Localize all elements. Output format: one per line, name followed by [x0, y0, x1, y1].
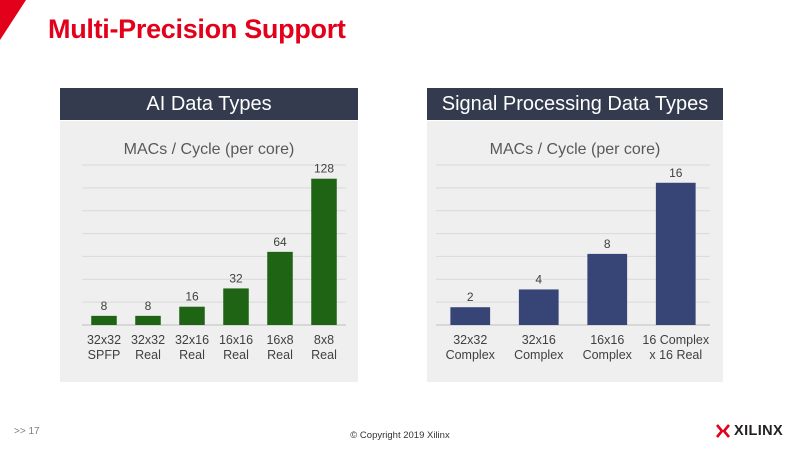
sp-panel-heading: Signal Processing Data Types: [427, 88, 723, 120]
bar: [179, 306, 205, 325]
x-tick-label-line: 32x16: [174, 333, 210, 347]
xilinx-logo: XILINX: [716, 423, 783, 439]
x-tick-label: 32x32 Complex: [436, 333, 505, 363]
x-tick-label: 32x32 SPFP: [82, 333, 126, 363]
x-tick-label-line: 16 Complex: [642, 333, 710, 347]
ai-bar-chart: 8 8 16 32 64 128: [82, 162, 346, 326]
x-tick-label-line: Complex: [582, 348, 632, 362]
ai-panel-heading: AI Data Types: [60, 88, 358, 120]
data-label: 8: [604, 237, 611, 251]
x-tick-label-line: 16x16: [218, 333, 254, 347]
copyright-notice: © Copyright 2019 Xilinx: [350, 430, 450, 441]
data-label: 128: [314, 162, 334, 176]
x-tick-label-line: Real: [223, 348, 249, 362]
x-tick-label-line: Real: [267, 348, 293, 362]
data-label: 8: [101, 299, 108, 313]
data-label: 8: [145, 299, 152, 313]
x-tick-label: 16 Complex x 16 Real: [642, 333, 711, 363]
x-tick-label-line: Real: [311, 348, 337, 362]
x-tick-label-line: SPFP: [87, 348, 121, 362]
x-tick-label-line: 32x16: [521, 333, 556, 347]
x-tick-label: 32x16 Real: [170, 333, 214, 363]
bar: [518, 289, 559, 325]
x-tick-label-line: Real: [179, 348, 205, 362]
xilinx-x-icon: [716, 424, 730, 438]
data-label: 16: [185, 290, 199, 304]
bar: [267, 251, 293, 325]
bar: [450, 307, 491, 325]
x-tick-label-line: 32x32: [130, 333, 166, 347]
x-tick-label: 16x8 Real: [258, 333, 302, 363]
bar: [135, 315, 161, 325]
bar: [223, 288, 249, 325]
bar: [587, 253, 628, 325]
x-tick-label-line: 8x8: [313, 333, 335, 347]
data-label: 2: [467, 290, 474, 304]
x-tick-label-line: 16x16: [590, 333, 625, 347]
data-label: 32: [229, 271, 243, 285]
x-tick-label: 32x16 Complex: [505, 333, 574, 363]
sp-bar-chart: 2 4 8 16: [436, 164, 710, 326]
x-tick-label-line: Complex: [514, 348, 564, 362]
logo-text: XILINX: [734, 423, 784, 439]
bar: [655, 182, 696, 325]
x-tick-label: 8x8 Real: [302, 333, 346, 363]
corner-accent: [0, 0, 26, 40]
bar: [311, 178, 337, 325]
x-tick-label-line: Real: [135, 348, 161, 362]
bar: [91, 315, 117, 325]
data-label: 64: [273, 235, 287, 249]
sp-chart-title: MACs / Cycle (per core): [489, 141, 661, 158]
slide-title: Multi-Precision Support: [48, 14, 346, 44]
x-tick-label-line: 16x8: [266, 333, 294, 347]
page-number: >> 17: [14, 426, 40, 437]
x-tick-label: 16x16 Real: [214, 333, 258, 363]
x-tick-label-line: 32x32: [453, 333, 488, 347]
x-tick-label-line: Complex: [445, 348, 495, 362]
x-tick-label: 16x16 Complex: [573, 333, 642, 363]
x-tick-label: 32x32 Real: [126, 333, 170, 363]
data-label: 16: [669, 166, 683, 180]
ai-chart-title: MACs / Cycle (per core): [123, 141, 295, 158]
data-label: 4: [535, 272, 542, 286]
x-tick-label-line: 32x32: [86, 333, 122, 347]
x-tick-label-line: x 16 Real: [649, 348, 703, 362]
